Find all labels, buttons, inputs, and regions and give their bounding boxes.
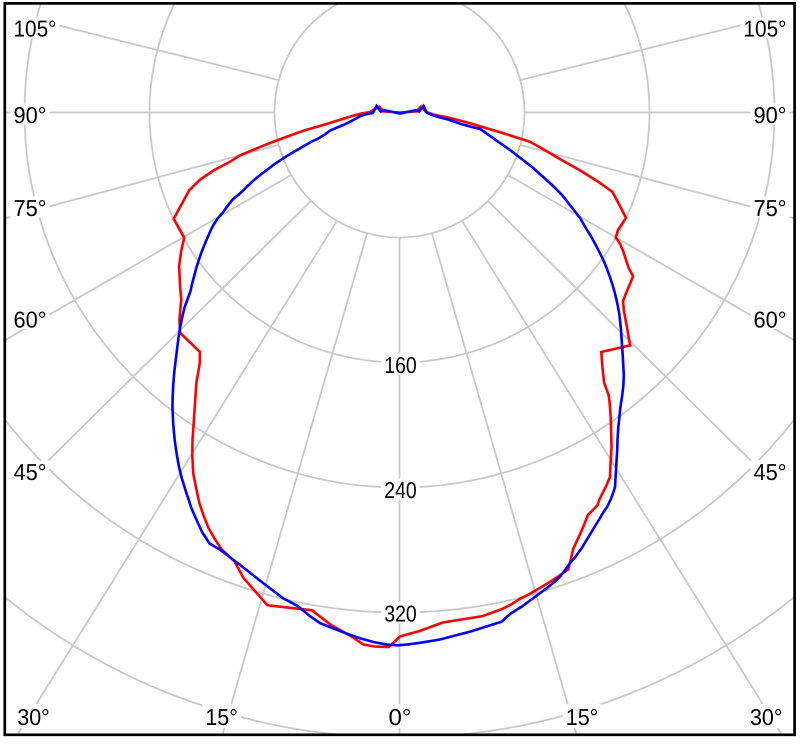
svg-text:240: 240 [384,477,417,503]
svg-text:90°: 90° [754,102,787,128]
svg-text:105°: 105° [744,16,787,42]
svg-text:45°: 45° [754,459,787,485]
svg-text:45°: 45° [14,459,47,485]
svg-text:30°: 30° [750,704,783,730]
svg-text:105°: 105° [14,16,57,42]
svg-text:15°: 15° [566,704,599,730]
svg-text:75°: 75° [14,195,47,221]
svg-text:60°: 60° [754,307,787,333]
svg-text:30°: 30° [17,704,50,730]
svg-text:60°: 60° [14,307,47,333]
svg-text:320: 320 [384,601,417,627]
svg-text:0°: 0° [389,704,412,730]
svg-text:160: 160 [384,352,417,378]
svg-text:75°: 75° [754,195,787,221]
svg-text:15°: 15° [205,704,238,730]
svg-text:90°: 90° [14,102,47,128]
